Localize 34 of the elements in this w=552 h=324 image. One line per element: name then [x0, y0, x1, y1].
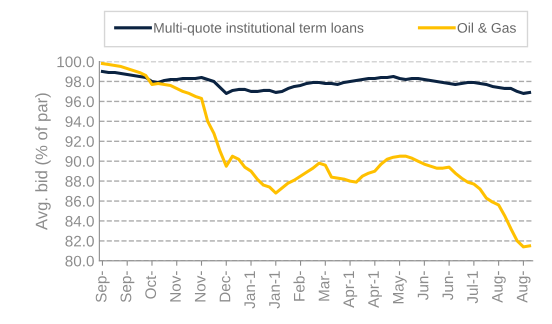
legend-label: Oil & Gas	[458, 22, 516, 33]
y-tick-label: 94.0	[65, 116, 94, 128]
y-tick-label: 84.0	[65, 216, 94, 227]
x-tick-label: Apr-1	[368, 271, 382, 308]
line-series	[100, 70, 532, 95]
y-tick-label: 90.0	[65, 156, 94, 167]
y-tick-label: 96.0	[65, 96, 94, 108]
x-tick-label: May-	[393, 271, 407, 304]
legend-label: Multi-quote institutional term loans	[154, 22, 364, 36]
x-tick-label: Apr-1	[344, 271, 358, 308]
y-tick-label: 100.0	[57, 56, 94, 68]
x-tick-label: Mar-	[318, 271, 330, 301]
y-tick-label: 86.0	[65, 196, 94, 207]
y-tick-label: 98.0	[65, 76, 94, 88]
y-tick-label: 82.0	[65, 236, 94, 247]
x-tick-label: Oct-	[145, 271, 156, 299]
y-axis-title: Avg. bid (% of par)	[35, 93, 51, 230]
x-tick-label: Nov-	[194, 271, 206, 302]
x-tick-label: Dec-	[220, 271, 230, 302]
y-tick-label: 80.0	[65, 256, 94, 267]
x-tick-label: Aug-	[516, 271, 531, 303]
x-tick-label: Feb-	[293, 271, 305, 301]
x-tick-label: Jan-1	[269, 271, 280, 309]
x-tick-label: Sep-	[120, 271, 134, 302]
x-tick-label: Aug-	[492, 271, 506, 303]
line-series	[100, 62, 532, 248]
y-tick-label: 92.0	[65, 136, 94, 147]
x-tick-label: Jun-	[442, 271, 454, 300]
x-tick-label: Jun-	[418, 271, 428, 300]
x-tick-label: Jul-1	[466, 271, 478, 304]
x-tick-label: Nov-	[170, 271, 181, 302]
y-tick-label: 88.0	[65, 176, 94, 187]
x-tick-label: Sep-	[96, 271, 110, 302]
x-tick-label: Jan-1	[244, 271, 256, 309]
